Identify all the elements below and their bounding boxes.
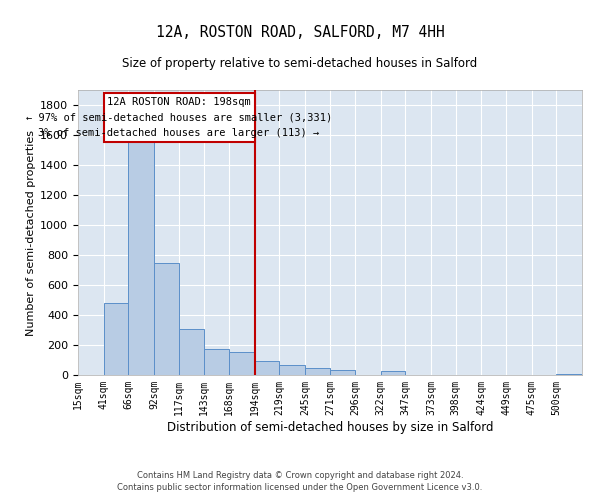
Bar: [381, 370, 406, 375]
X-axis label: Distribution of semi-detached houses by size in Salford: Distribution of semi-detached houses by …: [167, 420, 493, 434]
Text: Contains public sector information licensed under the Open Government Licence v3: Contains public sector information licen…: [118, 484, 482, 492]
Text: Size of property relative to semi-detached houses in Salford: Size of property relative to semi-detach…: [122, 58, 478, 70]
Text: Contains HM Land Registry data © Crown copyright and database right 2024.: Contains HM Land Registry data © Crown c…: [137, 471, 463, 480]
Bar: [104, 303, 128, 375]
Bar: [204, 349, 229, 375]
Text: 12A, ROSTON ROAD, SALFORD, M7 4HH: 12A, ROSTON ROAD, SALFORD, M7 4HH: [155, 25, 445, 40]
FancyBboxPatch shape: [104, 94, 254, 142]
Bar: [556, 374, 582, 375]
Y-axis label: Number of semi-detached properties: Number of semi-detached properties: [26, 130, 36, 336]
Text: 12A ROSTON ROAD: 198sqm
← 97% of semi-detached houses are smaller (3,331)
3% of : 12A ROSTON ROAD: 198sqm ← 97% of semi-de…: [26, 97, 332, 138]
Bar: [128, 120, 154, 375]
Bar: [179, 328, 204, 375]
Bar: [305, 368, 331, 375]
Bar: [229, 352, 254, 375]
Bar: [154, 262, 179, 375]
Bar: [254, 361, 279, 375]
Bar: [331, 370, 355, 375]
Bar: [279, 365, 305, 375]
